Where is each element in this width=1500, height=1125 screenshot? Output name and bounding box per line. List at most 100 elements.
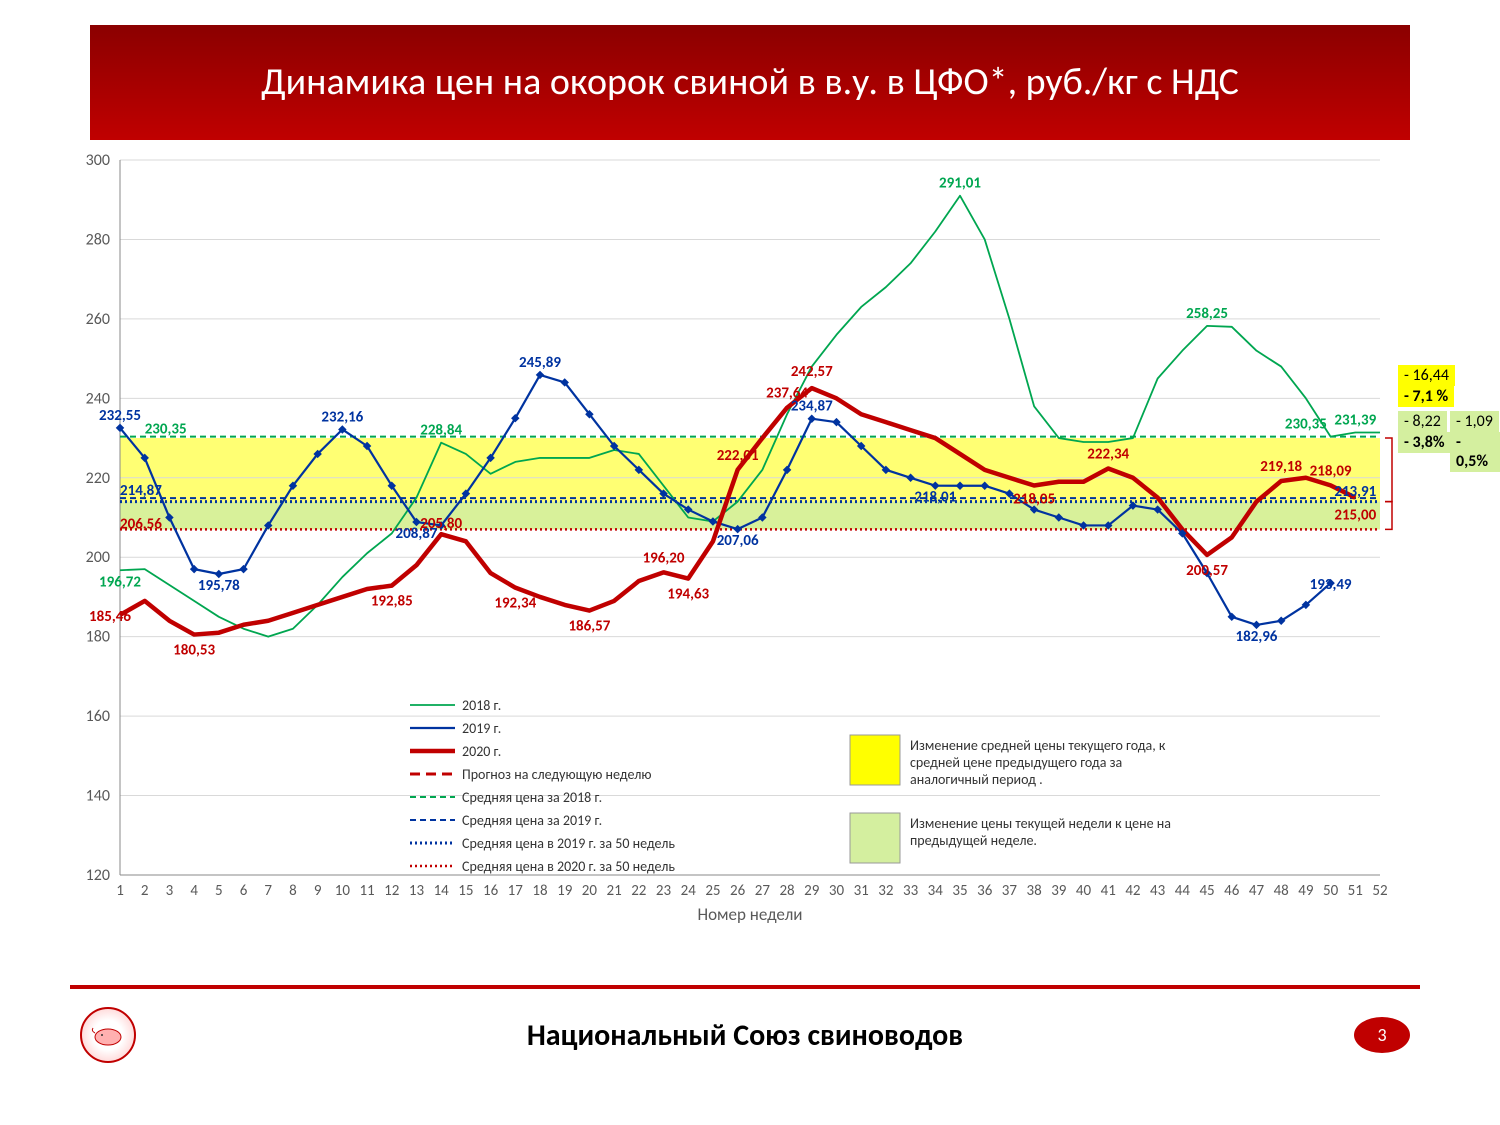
svg-text:22: 22 bbox=[631, 882, 646, 900]
svg-text:237,64: 237,64 bbox=[766, 385, 808, 403]
svg-text:180: 180 bbox=[86, 628, 110, 647]
svg-text:200,57: 200,57 bbox=[1186, 562, 1228, 580]
svg-text:12: 12 bbox=[384, 882, 399, 900]
svg-text:207,06: 207,06 bbox=[717, 532, 759, 550]
svg-text:5: 5 bbox=[215, 882, 223, 900]
svg-text:218,01: 218,01 bbox=[914, 489, 956, 507]
svg-text:242,57: 242,57 bbox=[791, 363, 833, 381]
svg-text:27: 27 bbox=[755, 882, 771, 900]
svg-text:41: 41 bbox=[1101, 882, 1116, 900]
svg-text:300: 300 bbox=[86, 151, 110, 170]
svg-text:Изменение цены текущей недели: Изменение цены текущей недели к цене на bbox=[910, 815, 1171, 832]
svg-text:4: 4 bbox=[190, 882, 198, 900]
svg-text:30: 30 bbox=[829, 882, 845, 900]
svg-text:215,00: 215,00 bbox=[1334, 507, 1376, 525]
svg-text:230,35: 230,35 bbox=[1285, 416, 1327, 434]
svg-text:185,46: 185,46 bbox=[89, 608, 131, 626]
svg-text:232,16: 232,16 bbox=[321, 408, 363, 426]
svg-text:280: 280 bbox=[86, 230, 110, 249]
svg-text:218,09: 218,09 bbox=[1310, 462, 1352, 480]
svg-text:18: 18 bbox=[532, 882, 547, 900]
svg-text:182,96: 182,96 bbox=[1236, 628, 1278, 646]
svg-text:205,80: 205,80 bbox=[420, 515, 462, 533]
svg-text:37: 37 bbox=[1002, 882, 1018, 900]
svg-text:26: 26 bbox=[730, 882, 746, 900]
svg-text:1: 1 bbox=[116, 882, 124, 900]
delta-green-abs: - 1,09 bbox=[1450, 411, 1499, 432]
footer: Национальный Союз свиноводов 3 bbox=[0, 1005, 1500, 1065]
delta-yellow-abs: - 16,44 bbox=[1398, 365, 1455, 386]
svg-text:228,84: 228,84 bbox=[420, 422, 462, 440]
svg-text:49: 49 bbox=[1298, 882, 1314, 900]
svg-text:48: 48 bbox=[1274, 882, 1289, 900]
svg-text:206,56: 206,56 bbox=[120, 515, 162, 533]
svg-text:195,78: 195,78 bbox=[198, 577, 240, 595]
svg-text:аналогичный период .: аналогичный период . bbox=[910, 771, 1043, 788]
svg-text:33: 33 bbox=[903, 882, 919, 900]
svg-text:231,39: 231,39 bbox=[1334, 412, 1376, 430]
slide-title: Динамика цен на окорок свиной в в.у. в Ц… bbox=[90, 25, 1410, 140]
svg-text:260: 260 bbox=[86, 310, 110, 329]
svg-text:40: 40 bbox=[1076, 882, 1092, 900]
svg-text:15: 15 bbox=[458, 882, 473, 900]
svg-text:2018 г.: 2018 г. bbox=[462, 697, 501, 714]
svg-text:2019 г.: 2019 г. bbox=[462, 720, 501, 737]
svg-text:232,55: 232,55 bbox=[99, 407, 141, 425]
svg-text:14: 14 bbox=[434, 882, 450, 900]
svg-text:192,85: 192,85 bbox=[371, 593, 413, 611]
svg-text:291,01: 291,01 bbox=[939, 175, 981, 193]
slide-title-text: Динамика цен на окорок свиной в в.у. в Ц… bbox=[261, 58, 1239, 107]
svg-text:29: 29 bbox=[804, 882, 820, 900]
svg-text:24: 24 bbox=[681, 882, 697, 900]
svg-text:36: 36 bbox=[977, 882, 993, 900]
svg-text:28: 28 bbox=[779, 882, 794, 900]
page-number-badge: 3 bbox=[1354, 1017, 1410, 1053]
svg-text:200: 200 bbox=[86, 548, 110, 567]
svg-text:16: 16 bbox=[483, 882, 499, 900]
svg-text:39: 39 bbox=[1051, 882, 1067, 900]
svg-text:Средняя цена за 2019 г.: Средняя цена за 2019 г. bbox=[462, 812, 602, 829]
svg-text:10: 10 bbox=[335, 882, 351, 900]
page-number: 3 bbox=[1377, 1024, 1386, 1046]
delta-green-pct: - 0,5% bbox=[1450, 432, 1500, 472]
svg-text:2: 2 bbox=[141, 882, 149, 900]
svg-text:213,91: 213,91 bbox=[1334, 483, 1376, 501]
svg-text:Средняя цена за 2018 г.: Средняя цена за 2018 г. bbox=[462, 789, 602, 806]
svg-text:Изменение средней цены текущег: Изменение средней цены текущего года, к bbox=[910, 737, 1166, 754]
svg-text:47: 47 bbox=[1249, 882, 1265, 900]
svg-text:120: 120 bbox=[86, 866, 110, 885]
svg-text:38: 38 bbox=[1027, 882, 1042, 900]
svg-text:Средняя цена в 2019 г. за 50 н: Средняя цена в 2019 г. за 50 недель bbox=[462, 835, 675, 852]
chart-svg: 1201401601802002202402602803001234567891… bbox=[60, 145, 1420, 965]
logo-icon bbox=[80, 1007, 136, 1063]
svg-text:196,20: 196,20 bbox=[643, 549, 685, 567]
svg-text:19: 19 bbox=[557, 882, 573, 900]
svg-text:20: 20 bbox=[582, 882, 598, 900]
svg-text:Прогноз на следующую неделю: Прогноз на следующую неделю bbox=[462, 766, 651, 783]
svg-text:средней цене предыдущего года: средней цене предыдущего года за bbox=[910, 754, 1122, 771]
svg-text:Средняя цена в 2020 г. за 50 н: Средняя цена в 2020 г. за 50 недель bbox=[462, 858, 675, 875]
svg-text:25: 25 bbox=[705, 882, 720, 900]
svg-text:11: 11 bbox=[359, 882, 374, 900]
svg-text:21: 21 bbox=[607, 882, 622, 900]
svg-text:194,63: 194,63 bbox=[667, 586, 709, 604]
svg-text:160: 160 bbox=[86, 707, 110, 726]
delta-green-pct2: - 3,8% bbox=[1398, 432, 1451, 453]
price-chart: 1201401601802002202402602803001234567891… bbox=[60, 145, 1420, 965]
svg-text:50: 50 bbox=[1323, 882, 1339, 900]
svg-text:43: 43 bbox=[1150, 882, 1166, 900]
svg-text:31: 31 bbox=[854, 882, 869, 900]
svg-text:222,34: 222,34 bbox=[1087, 445, 1129, 463]
svg-text:2020 г.: 2020 г. bbox=[462, 743, 501, 760]
svg-text:192,34: 192,34 bbox=[494, 595, 536, 613]
svg-text:42: 42 bbox=[1125, 882, 1140, 900]
svg-text:6: 6 bbox=[240, 882, 248, 900]
svg-text:8: 8 bbox=[289, 882, 297, 900]
svg-text:46: 46 bbox=[1224, 882, 1240, 900]
footer-title: Национальный Союз свиноводов bbox=[136, 1017, 1354, 1054]
svg-text:7: 7 bbox=[264, 882, 272, 900]
svg-text:245,89: 245,89 bbox=[519, 354, 561, 372]
svg-text:9: 9 bbox=[314, 882, 322, 900]
svg-text:180,53: 180,53 bbox=[173, 642, 215, 660]
svg-text:196,72: 196,72 bbox=[99, 573, 141, 591]
